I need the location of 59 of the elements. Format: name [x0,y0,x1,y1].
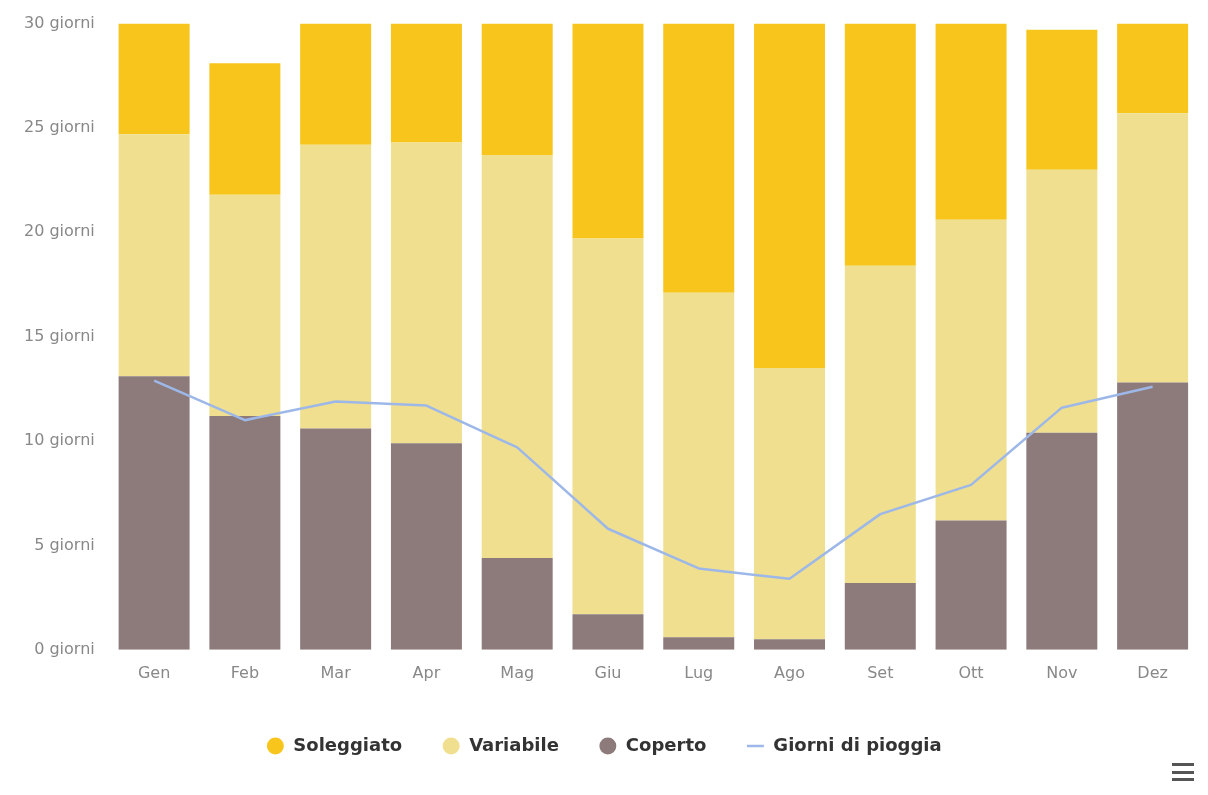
bar [390,23,462,143]
x-tick-label: Mar [320,662,352,682]
bar [663,637,735,650]
y-tick-label: 20 giorni [24,221,95,241]
bar [300,144,372,429]
bar [300,23,372,145]
bar [1117,113,1189,383]
bar [935,219,1007,521]
bar [1117,382,1189,650]
x-tick-label: Dez [1137,662,1168,682]
bar [209,63,281,195]
bar [844,23,916,266]
bar [572,23,644,239]
legend-label: Variabile [469,733,559,755]
bar [118,23,190,135]
y-tick-label: 5 giorni [34,534,95,554]
bar [481,155,553,558]
y-tick-label: 15 giorni [24,325,95,345]
bar [390,443,462,650]
x-tick-label: Feb [230,662,260,682]
y-tick-label: 30 giorni [24,12,95,32]
bar [572,614,644,650]
bar [844,583,916,650]
bar [1026,29,1098,170]
bar [118,134,190,377]
x-tick-label: Giu [594,662,622,682]
bar [935,23,1007,220]
x-tick-label: Ott [958,662,984,682]
y-tick-label: 25 giorni [24,117,95,137]
bar [209,416,281,650]
legend-label: Soleggiato [293,733,403,755]
bar [1117,23,1189,114]
bar [1026,169,1098,433]
y-tick-label: 10 giorni [24,430,95,450]
bar [754,23,826,369]
bar [1026,432,1098,650]
bar [572,238,644,615]
bar [663,23,735,293]
bar [844,265,916,584]
x-tick-label: Mag [500,662,535,682]
x-tick-label: Lug [684,662,714,682]
legend-label: Coperto [625,733,707,755]
x-tick-label: Gen [137,662,171,682]
x-tick-label: Apr [412,662,441,682]
bar [754,639,826,650]
bar [390,142,462,444]
x-tick-label: Nov [1046,662,1078,682]
x-tick-label: Ago [774,662,805,682]
bar [300,428,372,650]
bar [481,23,553,156]
bar [209,194,281,417]
x-tick-label: Set [867,662,894,682]
bar [663,292,735,638]
bar [118,376,190,650]
bar [935,520,1007,650]
legend-label: Giorni di pioggia [773,733,942,755]
bar [754,368,826,640]
bar [481,557,553,650]
y-tick-label: 0 giorni [34,638,95,658]
